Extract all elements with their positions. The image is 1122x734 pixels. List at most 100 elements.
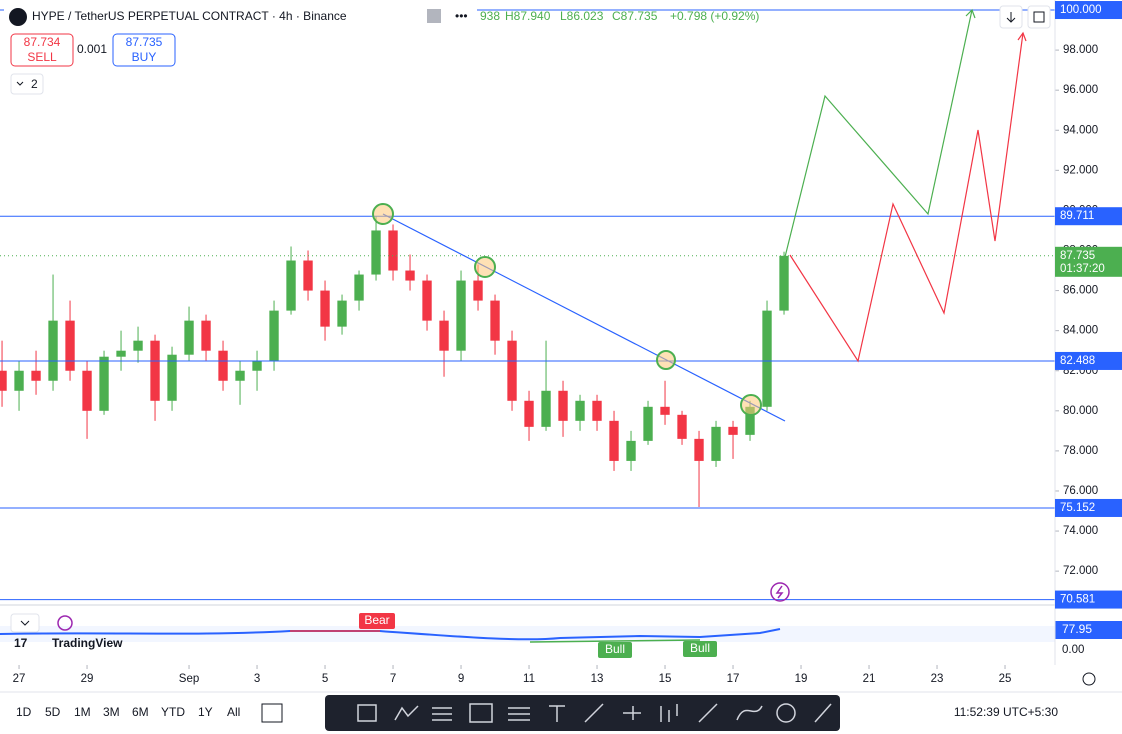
candle-body	[269, 310, 279, 361]
level-label: 100.000	[1060, 4, 1102, 16]
candle-body	[490, 300, 500, 341]
ohlc-high: H87.940	[505, 9, 551, 23]
bull-tag	[598, 642, 632, 658]
tool-icons	[357, 703, 832, 723]
level-label-box	[1055, 351, 1122, 370]
candle-body	[82, 370, 92, 411]
y-tick-label: 78.000	[1063, 445, 1098, 457]
candle-body	[439, 320, 449, 351]
level-label-box	[1055, 498, 1122, 517]
x-tick-label: 23	[931, 673, 944, 685]
candle-body	[558, 390, 568, 421]
candle-body	[337, 300, 347, 327]
more-icon[interactable]: •••	[455, 9, 468, 23]
candle-body	[694, 438, 704, 461]
settings-icon[interactable]	[1082, 672, 1096, 686]
flag-icon[interactable]	[427, 9, 441, 23]
range-button[interactable]: All	[227, 705, 240, 719]
candle-body	[201, 320, 211, 351]
y-tick-label: 86.000	[1063, 285, 1098, 297]
range-button[interactable]: 6M	[132, 705, 149, 719]
bear-tag	[359, 613, 395, 629]
buy-button[interactable]	[112, 33, 176, 67]
candle-body	[371, 230, 381, 275]
date-range-icon[interactable]	[261, 703, 283, 723]
y-tick-label: 74.000	[1063, 525, 1098, 537]
candle-body	[252, 360, 262, 371]
range-buttons: 1D 5D 1M 3M 6M YTD 1Y All	[16, 705, 240, 719]
candle-body	[320, 290, 330, 327]
x-tick-label: 17	[727, 673, 740, 685]
x-tick-label: 11	[523, 673, 535, 685]
level-label-box	[1055, 590, 1122, 609]
x-tick-label: 19	[795, 673, 808, 685]
touch-circle	[372, 203, 394, 225]
event-icon[interactable]	[770, 582, 790, 602]
symbol-title[interactable]: HYPE / TetherUS PERPETUAL CONTRACT · 4h …	[32, 9, 347, 23]
sell-label: SELL	[27, 50, 57, 64]
range-button[interactable]: 5D	[45, 705, 61, 719]
y-tick-label: 92.000	[1063, 164, 1098, 176]
x-tick-label: 9	[458, 673, 464, 685]
range-button[interactable]: 1M	[74, 705, 91, 719]
candle-body	[762, 310, 772, 407]
down-arrow	[1006, 12, 1016, 23]
candle-body	[99, 356, 109, 411]
ohlc-close: C87.735	[612, 9, 658, 23]
candle-body	[473, 280, 483, 301]
indicator-zero: 0.00	[1062, 644, 1084, 656]
candle-body	[711, 426, 721, 461]
range-button[interactable]: YTD	[161, 705, 185, 719]
candle-body	[422, 280, 432, 321]
sell-button[interactable]	[10, 33, 74, 67]
arrow-head	[1017, 31, 1027, 42]
pane-collapse[interactable]	[10, 613, 40, 633]
candle-body	[31, 370, 41, 381]
candle-body	[456, 280, 466, 351]
candle-body	[643, 406, 653, 441]
collapse-button[interactable]	[10, 73, 44, 95]
touch-circle	[474, 256, 496, 278]
indicator-band	[0, 626, 1055, 642]
candle-body	[286, 260, 296, 311]
indicator-value-box	[1055, 621, 1122, 639]
drawing-tools[interactable]	[325, 695, 840, 731]
indicator-icon[interactable]	[57, 615, 73, 631]
level-label-box	[1055, 1, 1122, 20]
candle-body	[592, 400, 602, 421]
y-tick-label: 72.000	[1063, 565, 1098, 577]
candle-body	[677, 414, 687, 439]
chevron	[20, 620, 30, 626]
fullscreen-button[interactable]	[1027, 5, 1051, 29]
brand: TradingView	[52, 636, 123, 650]
candle-body	[167, 354, 177, 401]
bear-label: Bear	[364, 613, 389, 627]
level-label: 75.152	[1060, 502, 1095, 514]
x-tick-label: 3	[254, 673, 260, 685]
candle-body	[218, 350, 228, 381]
touch-circle	[740, 394, 762, 416]
x-tick-label: 15	[659, 673, 672, 685]
level-label: 82.488	[1060, 355, 1095, 367]
candle-body	[14, 370, 24, 391]
y-tick-label: 80.000	[1063, 405, 1098, 417]
bull-tag	[683, 641, 717, 657]
x-tick-label: 25	[999, 673, 1012, 685]
range-button[interactable]: 1Y	[198, 705, 213, 719]
plot-area: 72.00074.00076.00078.00080.00082.00084.0…	[0, 9, 1098, 685]
clock: 11:52:39 UTC+5:30	[954, 705, 1059, 719]
candle-body	[133, 340, 143, 351]
last-price-label: 87.735	[1060, 250, 1095, 262]
candle-body	[541, 390, 551, 427]
range-button[interactable]: 3M	[103, 705, 120, 719]
candle-body	[660, 406, 670, 415]
candle-body	[575, 400, 585, 421]
touch-circle	[656, 350, 676, 370]
last-price-box	[1055, 246, 1122, 277]
candle-body	[235, 370, 245, 381]
x-tick-label: 7	[390, 673, 396, 685]
x-tick-label: 29	[81, 673, 94, 685]
buy-label: BUY	[132, 50, 157, 64]
range-button[interactable]: 1D	[16, 705, 32, 719]
